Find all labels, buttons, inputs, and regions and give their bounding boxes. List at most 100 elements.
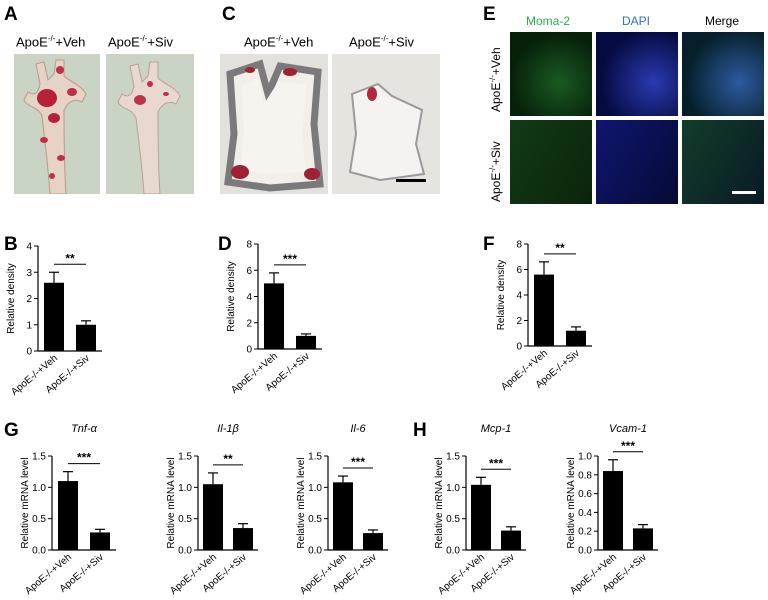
group-label-siv-c: ApoE-/-+Siv — [349, 34, 415, 50]
group-label-siv-a: ApoE-/-+Siv — [108, 34, 174, 50]
bar — [566, 330, 586, 346]
y-tick-label: 8 — [516, 240, 522, 251]
y-tick-label: 1.5 — [32, 452, 46, 463]
y-tick-label: 1 — [26, 320, 32, 331]
y-tick-label: 1.5 — [178, 452, 192, 463]
group-label-veh-a: ApoE-/-+Veh — [16, 34, 86, 50]
chart-title: Vcam-1 — [609, 423, 647, 435]
y-tick-label: 0.5 — [178, 514, 192, 525]
micrograph-moma2-veh — [510, 32, 592, 116]
y-axis-label: Relative mRNA level — [20, 457, 31, 548]
y-tick-label: 6 — [246, 266, 252, 277]
y-axis-label: Relative mRNA level — [296, 457, 307, 548]
panel-label-e: E — [483, 4, 496, 25]
panel-label-b: B — [4, 234, 18, 255]
micrograph-dapi-siv — [596, 120, 678, 204]
y-tick-label: 0.4 — [578, 508, 592, 519]
micrograph-dapi-veh — [596, 32, 678, 116]
bar — [76, 324, 96, 351]
y-tick-label: 0.2 — [578, 527, 592, 538]
y-tick-label: 1.5 — [446, 452, 460, 463]
y-tick-label: 2 — [246, 318, 252, 329]
bar — [90, 532, 110, 550]
bar — [363, 533, 383, 550]
bar — [501, 530, 521, 550]
y-tick-label: 0.8 — [578, 470, 592, 481]
y-tick-label: 4 — [246, 292, 252, 303]
y-axis-label: Relative density — [496, 260, 507, 331]
group-label-veh-c: ApoE-/-+Veh — [244, 34, 314, 50]
panel-label-c: C — [222, 4, 236, 25]
chart-title: Il-6 — [350, 423, 366, 435]
bar — [44, 282, 64, 351]
panel-label-g: G — [4, 420, 19, 441]
row-label-siv-e: ApoE-/-+Siv — [488, 141, 503, 202]
bar — [471, 484, 491, 550]
bar — [333, 482, 353, 550]
y-tick-label: 0.0 — [446, 546, 460, 557]
panel-label-f: F — [483, 234, 495, 255]
bar — [603, 471, 623, 550]
y-tick-label: 0.5 — [32, 514, 46, 525]
bar — [633, 528, 653, 550]
y-tick-label: 0.0 — [578, 546, 592, 557]
aortic-section-siv — [332, 54, 440, 194]
micrograph-merge-veh — [682, 32, 764, 116]
y-tick-label: 0 — [26, 347, 32, 358]
significance-mark: ** — [65, 251, 75, 265]
y-tick-label: 0.0 — [308, 546, 322, 557]
header-dapi: DAPI — [622, 14, 651, 28]
header-moma2: Moma-2 — [526, 14, 571, 28]
bar — [233, 528, 253, 550]
panel-label-h: H — [413, 420, 427, 441]
y-tick-label: 0.0 — [178, 546, 192, 557]
aortic-section-veh — [220, 54, 328, 194]
y-tick-label: 1.0 — [32, 483, 46, 494]
y-tick-label: 1.5 — [308, 452, 322, 463]
y-tick-label: 1.0 — [446, 483, 460, 494]
y-axis-label: Relative density — [226, 261, 237, 332]
y-tick-label: 2 — [516, 316, 522, 327]
y-tick-label: 0.0 — [32, 546, 46, 557]
y-tick-label: 2 — [26, 294, 32, 305]
scale-bar-e — [732, 191, 756, 194]
significance-mark: *** — [77, 451, 91, 465]
y-tick-label: 4 — [516, 291, 522, 302]
panel-label-d: D — [218, 234, 232, 255]
y-tick-label: 0.5 — [446, 514, 460, 525]
aorta-photo-veh — [14, 54, 100, 194]
y-tick-label: 0.5 — [308, 514, 322, 525]
aorta-photo-siv — [106, 54, 194, 194]
y-tick-label: 3 — [26, 268, 32, 279]
y-tick-label: 0 — [246, 345, 252, 356]
bar — [534, 274, 554, 346]
significance-mark: *** — [283, 252, 297, 266]
y-axis-label: Relative density — [6, 263, 17, 334]
bar — [58, 481, 78, 550]
y-tick-label: 0.6 — [578, 489, 592, 500]
y-tick-label: 1.0 — [178, 483, 192, 494]
significance-mark: ** — [223, 452, 233, 466]
row-label-veh-e: ApoE-/-+Veh — [488, 47, 503, 112]
panel-label-a: A — [4, 4, 18, 25]
chart-title: Il-1β — [217, 423, 239, 435]
micrograph-merge-siv — [682, 120, 764, 204]
bar — [203, 484, 223, 550]
scale-bar-c — [396, 179, 426, 182]
chart-title: Tnf-α — [71, 423, 98, 435]
significance-mark: *** — [351, 455, 365, 469]
micrograph-moma2-siv — [510, 120, 592, 204]
bar — [264, 283, 284, 349]
y-axis-label: Relative mRNA level — [166, 457, 177, 548]
significance-mark: *** — [489, 456, 503, 470]
y-tick-label: 1.0 — [578, 452, 592, 463]
y-tick-label: 6 — [516, 265, 522, 276]
y-tick-label: 1.0 — [308, 483, 322, 494]
